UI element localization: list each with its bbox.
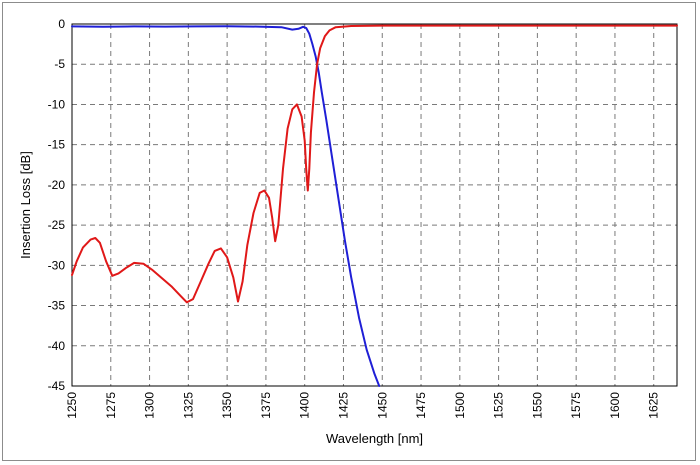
chart-frame: [2, 2, 696, 461]
x-tick-label: 1625: [647, 392, 661, 419]
y-tick-label: 0: [58, 17, 65, 31]
x-tick-label: 1375: [259, 392, 273, 419]
x-axis-label: Wavelength [nm]: [326, 431, 423, 446]
y-axis-label: Insertion Loss [dB]: [18, 151, 33, 259]
x-tick-label: 1525: [492, 392, 506, 419]
x-tick-label: 1300: [143, 392, 157, 419]
x-tick-label: 1275: [104, 392, 118, 419]
x-tick-label: 1400: [298, 392, 312, 419]
x-tick-label: 1450: [375, 392, 389, 419]
series-line: [71, 25, 381, 387]
x-tick-label: 1250: [65, 392, 79, 419]
x-tick-label: 1325: [181, 392, 195, 419]
x-tick-label: 1575: [569, 392, 583, 419]
x-tick-label: 1550: [530, 392, 544, 419]
x-tick-label: 1600: [608, 392, 622, 419]
x-tick-labels: 1250 1275 1300 1325 1350 1375 1400 1425 1450 1475…: [65, 392, 661, 419]
y-tick-label: -20: [48, 178, 66, 192]
plot-area: [71, 23, 678, 387]
y-tick-labels: 0 -5 -10 -15 -20 -25 -30 -35 -40 -45: [48, 17, 66, 393]
y-tick-label: -30: [48, 258, 66, 272]
y-tick-label: -35: [48, 299, 66, 313]
y-tick-label: -40: [48, 339, 66, 353]
grid-lines: [72, 24, 677, 386]
y-tick-label: -5: [54, 57, 65, 71]
x-tick-label: 1500: [453, 392, 467, 419]
y-tick-label: -45: [48, 379, 66, 393]
y-tick-label: -15: [48, 138, 66, 152]
x-tick-label: 1350: [220, 392, 234, 419]
y-tick-label: -10: [48, 97, 66, 111]
series-line: [71, 24, 678, 304]
y-tick-label: -25: [48, 218, 66, 232]
x-tick-label: 1425: [336, 392, 350, 419]
x-tick-label: 1475: [414, 392, 428, 419]
series-lines: [71, 24, 678, 387]
